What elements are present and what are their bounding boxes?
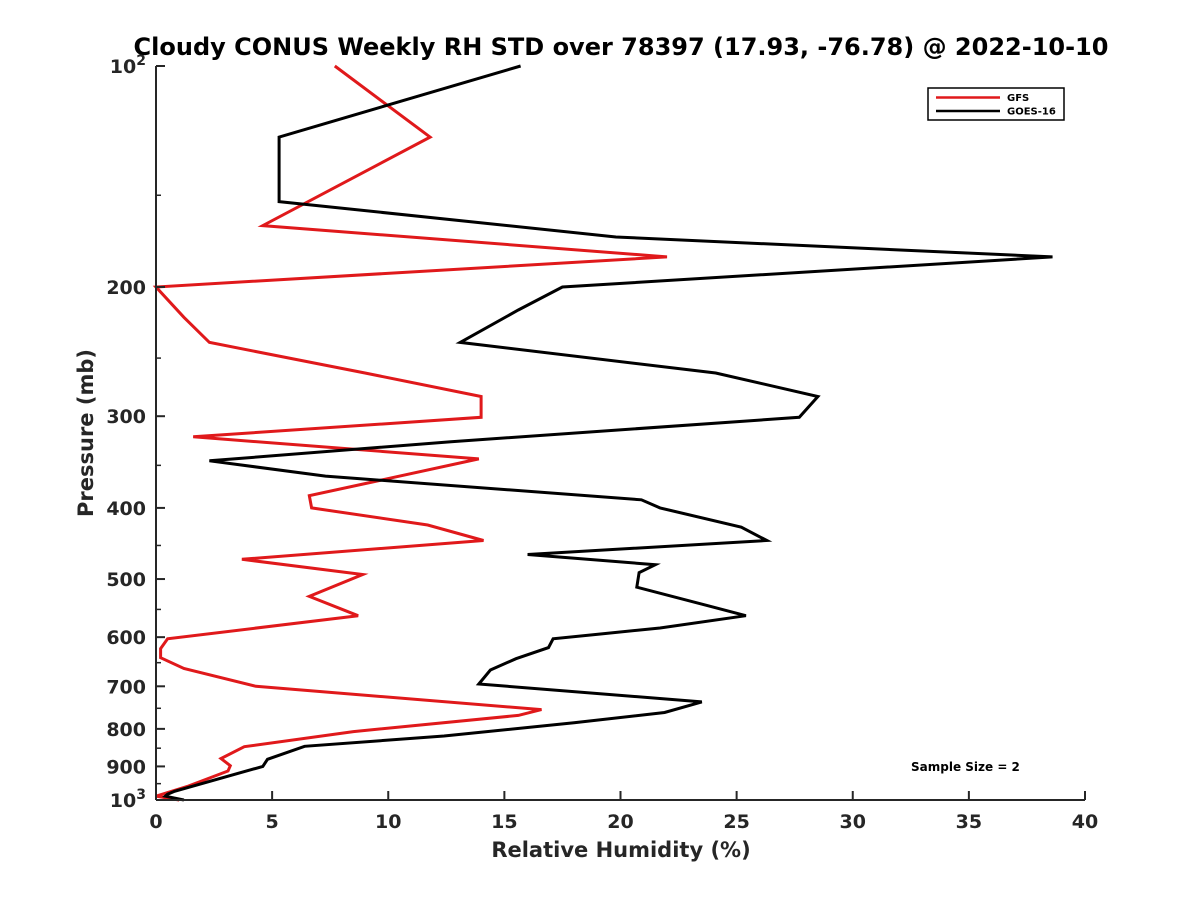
x-tick-label-25: 25 [723,811,749,833]
x-tick-label-40: 40 [1072,811,1098,833]
plot-area: 0 5 10 15 20 25 30 35 40 102 200 300 400 500 600 700 800… [106,53,1098,833]
y-axis-label: Pressure (mb) [74,349,98,517]
x-axis-label: Relative Humidity (%) [491,838,750,862]
series-line-goes-16 [162,64,1053,802]
legend-box [927,87,1065,121]
legend-label-gfs: GFS [1007,93,1029,104]
y-tick-label-1000: 103 [110,787,146,812]
y-tick-label-200: 200 [106,277,146,299]
x-tick-label-30: 30 [840,811,866,833]
y-tick-label-600: 600 [106,627,146,649]
x-tick-label-5: 5 [266,811,279,833]
sample-size-annotation: Sample Size = 2 [911,760,1020,774]
x-tick-label-10: 10 [375,811,401,833]
chart-title: Cloudy CONUS Weekly RH STD over 78397 (1… [134,33,1109,61]
legend: GFS GOES-16 [927,87,1065,121]
legend-label-goes-16: GOES-16 [1007,107,1056,118]
y-tick-label-300: 300 [106,406,146,428]
series-line-gfs [152,64,668,802]
x-tick-label-35: 35 [956,811,982,833]
y-tick-label-800: 800 [106,719,146,741]
y-tick-label-400: 400 [106,498,146,520]
y-tick-label-900: 900 [106,756,146,778]
x-tick-label-20: 20 [607,811,633,833]
y-tick-label-100: 102 [110,53,146,78]
y-tick-label-500: 500 [106,569,146,591]
x-tick-label-0: 0 [149,811,162,833]
x-tick-label-15: 15 [491,811,517,833]
y-tick-label-700: 700 [106,676,146,698]
